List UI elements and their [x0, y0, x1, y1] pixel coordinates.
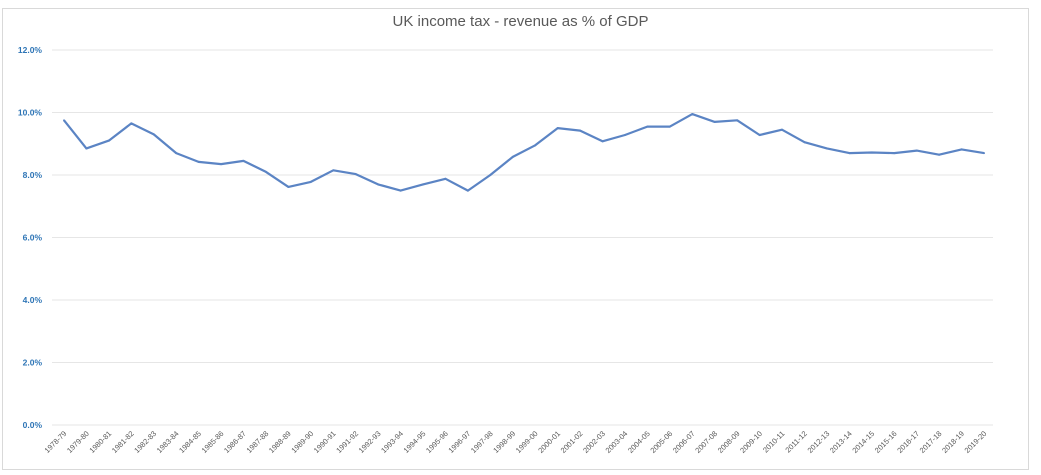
data-point [152, 133, 155, 136]
data-point [691, 113, 694, 116]
x-tick-label: 1991-92 [334, 429, 360, 455]
data-point [332, 169, 335, 172]
x-tick-label: 1979-80 [65, 429, 91, 455]
data-point [781, 128, 784, 131]
x-tick-label: 1982-83 [132, 429, 158, 455]
data-point [220, 163, 223, 166]
x-tick-label: 2018-19 [940, 429, 966, 455]
chart-frame [2, 8, 1029, 470]
y-tick-label: 2.0% [23, 358, 43, 368]
y-tick-label: 10.0% [18, 108, 43, 118]
data-point [107, 139, 110, 142]
x-tick-label: 2009-10 [738, 429, 764, 455]
data-point [377, 183, 380, 186]
x-tick-label: 1978-79 [43, 429, 69, 455]
data-point [848, 152, 851, 155]
x-tick-label: 1980-81 [87, 429, 113, 455]
data-point [130, 122, 133, 125]
data-point [579, 129, 582, 132]
data-point [399, 189, 402, 192]
data-point [242, 159, 245, 162]
data-point [489, 174, 492, 176]
data-point [85, 147, 88, 150]
x-axis-ticks: 1978-791979-801980-811981-821982-831983-… [43, 429, 989, 455]
y-tick-label: 12.0% [18, 45, 43, 55]
x-tick-label: 1988-89 [267, 429, 293, 455]
y-axis-ticks: 0.0% 2.0% 4.0% 6.0% 8.0% 10.0% 12.0% [18, 45, 43, 430]
x-tick-label: 2006-07 [671, 429, 697, 455]
data-point [422, 183, 425, 186]
x-tick-label: 2019-20 [963, 429, 989, 455]
x-tick-label: 1995-96 [424, 429, 450, 455]
y-tick-label: 0.0% [23, 420, 43, 430]
y-tick-label: 4.0% [23, 295, 43, 305]
data-point [983, 152, 985, 155]
x-tick-label: 1990-91 [312, 429, 338, 455]
x-tick-label: 1981-82 [110, 429, 136, 455]
data-point [466, 189, 469, 192]
data-point [803, 141, 806, 144]
data-point [893, 152, 896, 155]
x-tick-label: 2014-15 [850, 429, 876, 455]
x-tick-label: 1997-98 [469, 429, 495, 455]
x-tick-label: 2013-14 [828, 429, 854, 455]
x-tick-label: 1984-85 [177, 429, 203, 455]
data-point [646, 125, 649, 128]
y-tick-label: 6.0% [23, 233, 43, 243]
data-point [264, 170, 267, 173]
x-tick-label: 2010-11 [761, 429, 786, 454]
data-point [354, 173, 357, 176]
x-tick-label: 2007-08 [693, 429, 719, 455]
data-point [960, 148, 963, 151]
x-tick-label: 1986-87 [222, 429, 248, 455]
x-tick-label: 2011-12 [783, 429, 808, 454]
series-line [63, 112, 985, 192]
x-tick-label: 1994-95 [402, 429, 428, 455]
x-tick-label: 2012-13 [806, 429, 832, 455]
data-point [736, 119, 739, 122]
data-point [287, 185, 290, 188]
data-point [511, 155, 514, 158]
x-tick-label: 1998-99 [491, 429, 517, 455]
data-point [623, 134, 626, 136]
x-tick-label: 2000-01 [536, 429, 562, 455]
x-tick-label: 1985-86 [200, 429, 226, 455]
x-tick-label: 2005-06 [648, 429, 674, 455]
data-point [175, 152, 178, 155]
y-tick-label: 8.0% [23, 170, 43, 180]
gridlines [52, 49, 993, 426]
x-tick-label: 1987-88 [245, 429, 271, 455]
x-tick-label: 1992-93 [357, 429, 383, 455]
x-tick-label: 2017-18 [918, 429, 944, 455]
data-point [556, 127, 559, 130]
x-tick-label: 1999-00 [514, 429, 540, 455]
data-point [601, 140, 604, 143]
data-point [534, 144, 537, 147]
x-tick-label: 1993-94 [379, 429, 405, 455]
x-tick-label: 2015-16 [873, 429, 899, 455]
data-point [309, 180, 312, 183]
chart-title: UK income tax - revenue as % of GDP [392, 13, 649, 30]
x-tick-label: 2003-04 [604, 429, 630, 455]
data-point [870, 151, 873, 154]
data-point [825, 147, 828, 150]
data-point [713, 120, 716, 123]
data-point [63, 119, 65, 122]
x-tick-label: 2001-02 [559, 429, 585, 455]
x-tick-label: 1996-97 [446, 429, 472, 455]
data-point [915, 149, 918, 152]
x-tick-label: 2004-05 [626, 429, 652, 455]
series-layer [63, 112, 985, 192]
data-point [668, 125, 671, 128]
data-point [197, 160, 200, 163]
x-tick-label: 1989-90 [289, 429, 315, 455]
x-tick-label: 1983-84 [155, 429, 181, 455]
data-point [938, 153, 941, 156]
data-point [758, 134, 761, 136]
x-tick-label: 2002-03 [581, 429, 607, 455]
x-tick-label: 2008-09 [716, 429, 742, 455]
data-point [444, 177, 447, 180]
x-tick-label: 2016-17 [895, 429, 921, 455]
